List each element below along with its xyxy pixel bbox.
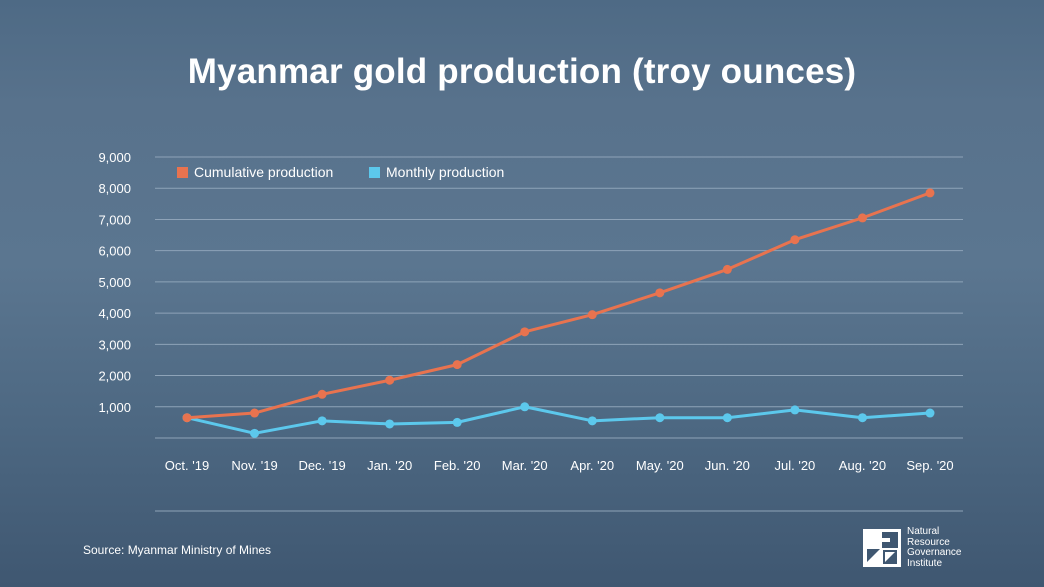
y-tick-label: 9,000 xyxy=(98,150,131,165)
x-tick-label: Aug. '20 xyxy=(839,458,886,473)
cumulative-productionpoint xyxy=(925,188,935,198)
cumulative-productionpoint xyxy=(520,327,530,337)
y-tick-label: 2,000 xyxy=(98,369,131,384)
monthly-productionlegend-label: Monthly production xyxy=(386,164,504,180)
monthly-productionpoint xyxy=(317,416,327,426)
y-tick-label: 5,000 xyxy=(98,275,131,290)
cumulative-productionpoint xyxy=(722,264,732,274)
x-tick-label: Jun. '20 xyxy=(705,458,750,473)
monthly-productionpoint xyxy=(857,413,867,423)
nrgi-logo-icon xyxy=(863,529,901,567)
monthly-productionpoint xyxy=(520,402,530,412)
monthly-productionpoint xyxy=(452,417,462,427)
monthly-productionpoint xyxy=(655,413,665,423)
x-tick-label: Sep. '20 xyxy=(906,458,953,473)
monthly-productionpoint xyxy=(385,419,395,429)
cumulative-productionpoint xyxy=(250,408,260,418)
cumulative-productionlegend-label: Cumulative production xyxy=(194,164,333,180)
y-tick-label: 8,000 xyxy=(98,181,131,196)
x-tick-label: Jul. '20 xyxy=(775,458,816,473)
monthly-productionpoint xyxy=(925,408,935,418)
x-tick-label: Apr. '20 xyxy=(570,458,614,473)
logo-line: Governance xyxy=(907,547,962,558)
x-tick-label: Feb. '20 xyxy=(434,458,481,473)
monthly-productionpoint xyxy=(722,413,732,423)
x-tick-label: Dec. '19 xyxy=(298,458,345,473)
cumulative-productionline xyxy=(186,191,931,420)
x-tick-label: Mar. '20 xyxy=(502,458,548,473)
cumulative-productionlegend-swatch xyxy=(177,167,188,178)
y-tick-label: 7,000 xyxy=(98,212,131,227)
nrgi-logo-text: Natural Resource Governance Institute xyxy=(907,526,962,569)
cumulative-productionpoint xyxy=(790,235,800,245)
logo-line: Institute xyxy=(907,557,943,569)
x-tick-label: Jan. '20 xyxy=(367,458,412,473)
y-tick-label: 6,000 xyxy=(98,244,131,259)
monthly-productionpoint xyxy=(790,405,800,415)
y-tick-label: 1,000 xyxy=(98,400,131,415)
monthly-productionline xyxy=(186,405,931,435)
cumulative-productionpoint xyxy=(587,310,597,320)
cumulative-productionpoint xyxy=(655,288,665,298)
logo-line: Natural xyxy=(907,526,940,537)
monthly-productionpoint xyxy=(587,416,597,426)
source-note: Source: Myanmar Ministry of Mines xyxy=(83,543,272,557)
y-tick-label: 3,000 xyxy=(98,337,131,352)
x-tick-label: May. '20 xyxy=(636,458,684,473)
monthly-productionlegend-swatch xyxy=(369,167,380,178)
nrgi-logo: Natural Resource Governance Institute xyxy=(863,526,983,575)
cumulative-productionpoint xyxy=(857,213,867,223)
cumulative-productionpoint xyxy=(182,413,192,423)
x-tick-label: Oct. '19 xyxy=(165,458,209,473)
monthly-productionpoint xyxy=(250,428,260,438)
cumulative-productionpoint xyxy=(385,375,395,385)
cumulative-productionpoint xyxy=(317,389,327,399)
chart-title: Myanmar gold production (troy ounces) xyxy=(187,52,857,91)
y-tick-label: 4,000 xyxy=(98,306,131,321)
cumulative-productionpoint xyxy=(452,360,462,370)
logo-line: Resource xyxy=(907,536,950,548)
x-tick-label: Nov. '19 xyxy=(231,458,277,473)
